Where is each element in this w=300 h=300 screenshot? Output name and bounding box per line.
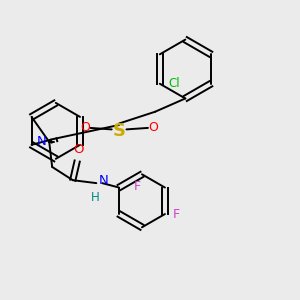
Text: O: O [148,122,158,134]
Text: N: N [99,174,108,187]
Text: F: F [134,180,141,193]
Text: S: S [112,122,126,140]
Text: H: H [91,191,99,204]
Text: N: N [37,135,47,148]
Text: O: O [74,143,84,156]
Text: Cl: Cl [168,77,180,90]
Text: O: O [80,122,90,134]
Text: F: F [172,208,179,220]
